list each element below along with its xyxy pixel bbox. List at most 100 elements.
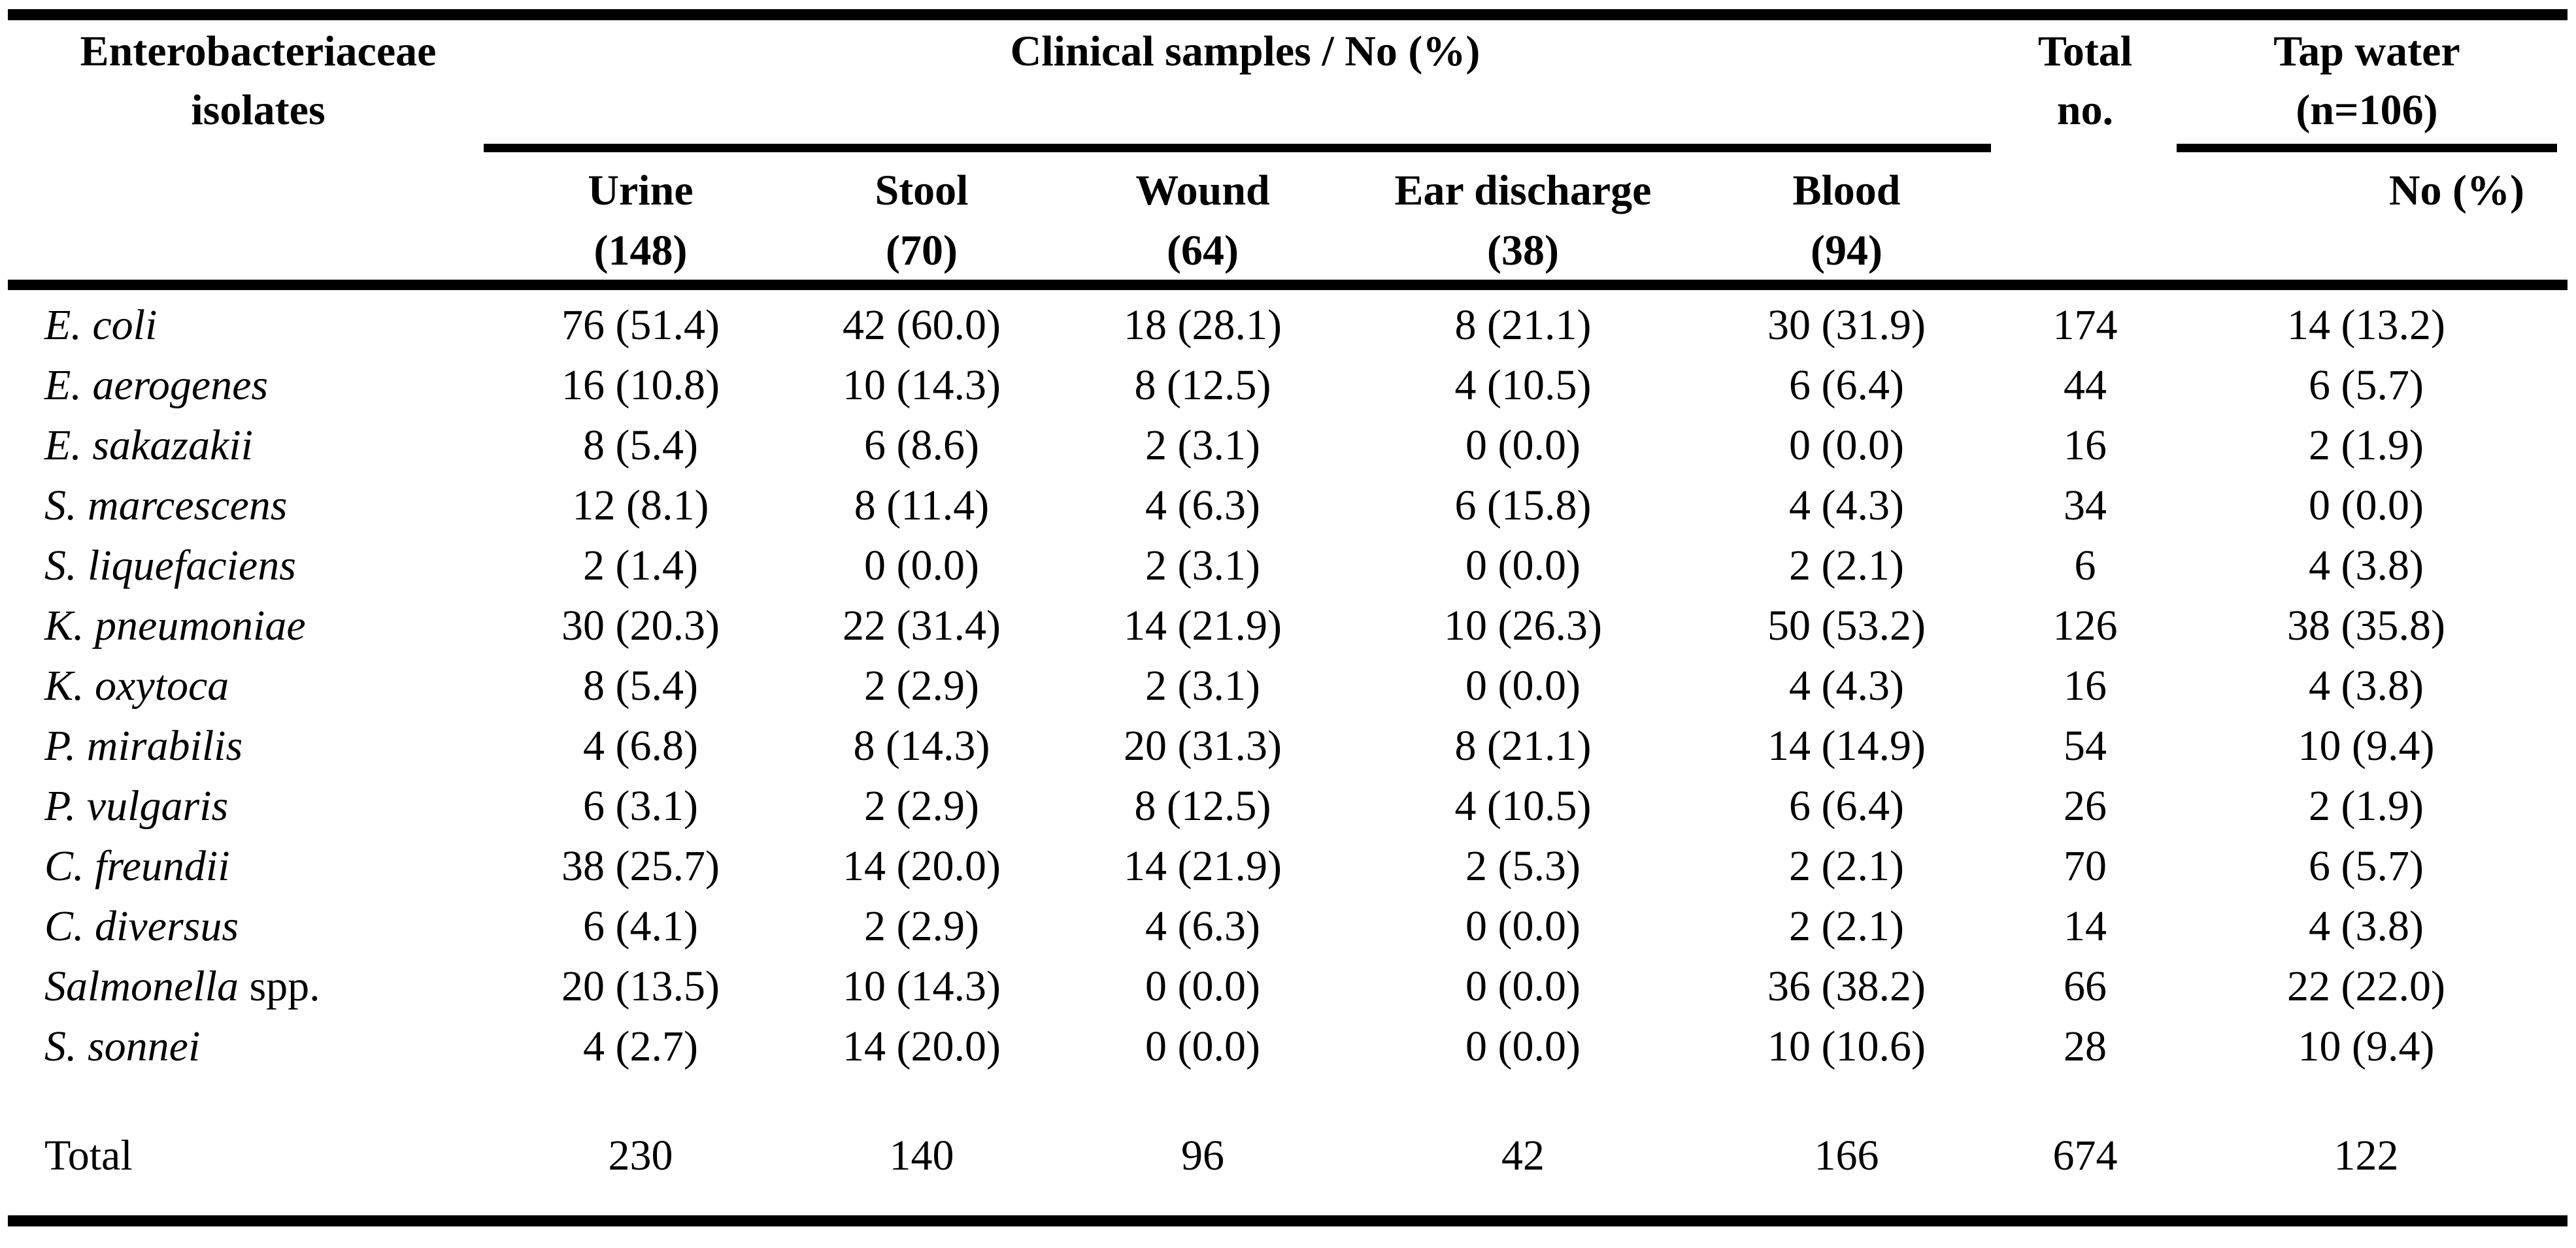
value-cell: 16 bbox=[2064, 662, 2107, 710]
value-cell: 10 (9.4) bbox=[2298, 722, 2435, 770]
value-cell: 122 bbox=[2333, 1131, 2399, 1179]
value-cell: 0 (0.0) bbox=[1465, 902, 1581, 950]
value-cell: 22 (31.4) bbox=[843, 602, 1001, 649]
header-bottom-rule bbox=[8, 280, 2568, 290]
table-row: E. sakazakii 8 (5.4) 6 (8.6) 2 (3.1) 0 (0.0)… bbox=[20, 416, 2556, 476]
column-header-wound-n: (64) bbox=[1167, 227, 1239, 274]
column-header-isolates-line1: Enterobacteriaceae bbox=[80, 27, 437, 75]
value-cell: 126 bbox=[2052, 602, 2118, 649]
isolate-name-cell: E. sakazakii bbox=[20, 424, 497, 467]
value-cell: 96 bbox=[1181, 1131, 1224, 1179]
value-cell: 14 (21.9) bbox=[1124, 602, 1282, 649]
value-cell: 36 (38.2) bbox=[1767, 962, 1926, 1010]
isolate-name-cell: C. diversus bbox=[20, 905, 497, 948]
value-cell: 2 (3.1) bbox=[1145, 662, 1260, 710]
table-top-rule bbox=[8, 9, 2568, 20]
group-header-clinical-samples: Clinical samples / No (%) bbox=[1010, 27, 1480, 75]
value-cell: 6 (6.4) bbox=[1789, 782, 1904, 830]
value-cell: 50 (53.2) bbox=[1767, 602, 1926, 649]
isolate-name-italic: E. aerogenes bbox=[44, 361, 269, 409]
column-header-total-no: Total no. bbox=[1994, 22, 2177, 140]
column-header-blood-label: Blood bbox=[1792, 167, 1901, 214]
value-cell: 16 bbox=[2064, 421, 2107, 469]
value-cell: 16 (10.8) bbox=[561, 361, 720, 409]
isolate-name-roman: spp. bbox=[238, 962, 320, 1010]
isolate-name-italic: P. vulgaris bbox=[44, 782, 229, 830]
isolate-name-cell: E. aerogenes bbox=[20, 364, 497, 407]
table-row: S. sonnei 4 (2.7) 14 (20.0) 0 (0.0) 0 (0.0) 1… bbox=[20, 1017, 2556, 1077]
isolate-name-italic: S. marcescens bbox=[44, 482, 288, 529]
value-cell: 18 (28.1) bbox=[1124, 301, 1282, 349]
value-cell: 2 (2.1) bbox=[1789, 842, 1904, 890]
isolate-name-cell: K. pneumoniae bbox=[20, 604, 497, 648]
value-cell: 0 (0.0) bbox=[1789, 421, 1904, 469]
value-cell: 8 (12.5) bbox=[1134, 782, 1271, 830]
column-header-tap-line1: Tap water bbox=[2273, 27, 2460, 75]
table-row: K. oxytoca 8 (5.4) 2 (2.9) 2 (3.1) 0 (0.0) 4 … bbox=[20, 656, 2556, 716]
value-cell: 4 (10.5) bbox=[1454, 782, 1592, 830]
isolate-name-italic: E. sakazakii bbox=[44, 421, 253, 469]
value-cell: 2 (2.9) bbox=[864, 782, 979, 830]
value-cell: 12 (8.1) bbox=[572, 482, 709, 529]
isolate-name-cell: S. marcescens bbox=[20, 484, 497, 527]
value-cell: 42 (60.0) bbox=[843, 301, 1001, 349]
isolate-name-cell: Salmonella spp. bbox=[20, 965, 497, 1008]
value-cell: 0 (0.0) bbox=[864, 542, 979, 589]
column-header-isolates: Enterobacteriaceae isolates bbox=[20, 22, 497, 140]
value-cell: 4 (2.7) bbox=[583, 1023, 698, 1070]
value-cell: 38 (25.7) bbox=[561, 842, 720, 890]
table-row: S. liquefaciens 2 (1.4) 0 (0.0) 2 (3.1) 0 (0… bbox=[20, 536, 2556, 596]
table-row: S. marcescens 12 (8.1) 8 (11.4) 4 (6.3) 6 (1… bbox=[20, 476, 2556, 536]
tap-water-underline bbox=[2177, 144, 2557, 152]
table-row: E. aerogenes 16 (10.8) 10 (14.3) 8 (12.5) 4 … bbox=[20, 355, 2556, 416]
value-cell: 20 (13.5) bbox=[561, 962, 720, 1010]
value-cell: 6 (5.7) bbox=[2309, 361, 2424, 409]
value-cell: 4 (10.5) bbox=[1454, 361, 1592, 409]
table-row: P. mirabilis 4 (6.8) 8 (14.3) 20 (31.3) 8 (2… bbox=[20, 716, 2556, 776]
column-header-isolates-line2: isolates bbox=[191, 86, 326, 134]
column-header-stool-n: (70) bbox=[886, 227, 958, 274]
column-header-stool-label: Stool bbox=[875, 167, 969, 214]
isolate-name-cell: C. freundii bbox=[20, 845, 497, 888]
value-cell: 10 (14.3) bbox=[843, 361, 1001, 409]
isolate-name-cell: S. sonnei bbox=[20, 1025, 497, 1068]
value-cell: 76 (51.4) bbox=[561, 301, 720, 349]
value-cell: 174 bbox=[2052, 301, 2118, 349]
value-cell: 6 bbox=[2074, 542, 2096, 589]
value-cell: 2 (5.3) bbox=[1465, 842, 1581, 890]
column-header-ear-discharge: Ear discharge (38) bbox=[1347, 161, 1699, 281]
table-body: E. coli 76 (51.4) 42 (60.0) 18 (28.1) 8 (21.… bbox=[20, 295, 2556, 1223]
isolate-name-italic: Salmonella bbox=[44, 962, 239, 1010]
table-bottom-rule bbox=[8, 1215, 2568, 1226]
isolate-name-cell: E. coli bbox=[20, 304, 497, 347]
value-cell: 44 bbox=[2064, 361, 2107, 409]
column-header-ear-label: Ear discharge bbox=[1394, 167, 1652, 214]
value-cell: 28 bbox=[2064, 1023, 2107, 1070]
isolate-name-cell: P. mirabilis bbox=[20, 725, 497, 768]
table-row: C. diversus 6 (4.1) 2 (2.9) 4 (6.3) 0 (0.0) 2… bbox=[20, 896, 2556, 957]
value-cell: 4 (6.3) bbox=[1145, 482, 1260, 529]
value-cell: 6 (4.1) bbox=[583, 902, 698, 950]
value-cell: 22 (22.0) bbox=[2287, 962, 2445, 1010]
value-cell: 4 (3.8) bbox=[2309, 902, 2424, 950]
value-cell: 8 (5.4) bbox=[583, 662, 698, 710]
value-cell: 0 (0.0) bbox=[1465, 542, 1581, 589]
value-cell: 4 (3.8) bbox=[2309, 662, 2424, 710]
table-row: P. vulgaris 6 (3.1) 2 (2.9) 8 (12.5) 4 (10.5… bbox=[20, 776, 2556, 836]
value-cell: 70 bbox=[2064, 842, 2107, 890]
value-cell: 0 (0.0) bbox=[1465, 962, 1581, 1010]
value-cell: 0 (0.0) bbox=[2309, 482, 2424, 529]
value-cell: 6 (3.1) bbox=[583, 782, 698, 830]
clinical-samples-underline bbox=[484, 144, 1991, 152]
value-cell: 14 (20.0) bbox=[843, 842, 1001, 890]
isolate-name-cell: K. oxytoca bbox=[20, 665, 497, 708]
value-cell: 4 (3.8) bbox=[2309, 542, 2424, 589]
value-cell: 2 (3.1) bbox=[1145, 421, 1260, 469]
value-cell: 6 (15.8) bbox=[1454, 482, 1592, 529]
value-cell: 2 (2.9) bbox=[864, 902, 979, 950]
value-cell: 0 (0.0) bbox=[1465, 421, 1581, 469]
value-cell: 8 (12.5) bbox=[1134, 361, 1271, 409]
value-cell: 8 (21.1) bbox=[1454, 301, 1592, 349]
value-cell: 2 (1.9) bbox=[2309, 782, 2424, 830]
